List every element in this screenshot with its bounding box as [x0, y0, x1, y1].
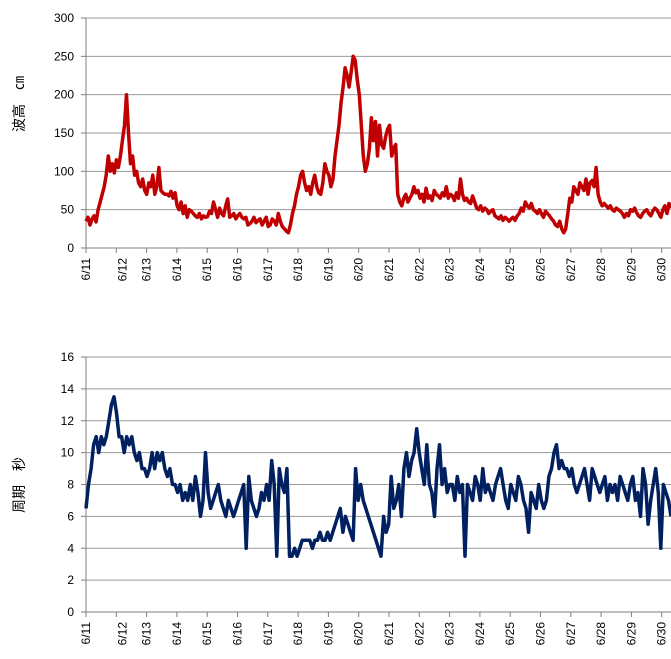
wave-period-y-tick-label-4: 8 [67, 478, 74, 492]
wave-height-y-tick-label-1: 50 [61, 203, 75, 217]
wave-period-x-tick-label-8: 6/19 [321, 622, 335, 646]
wave-height-y-tick-label-5: 250 [54, 49, 74, 63]
wave-period-y-tick-label-3: 6 [67, 509, 74, 523]
wave-height-x-tick-label-7: 6/18 [291, 258, 305, 282]
wave-period-series-line [84, 395, 671, 558]
wave-height-x-tick-label-1: 6/12 [115, 258, 129, 282]
wave-height-x-tick-label-8: 6/19 [321, 258, 335, 282]
wave-height-x-tick-label-5: 6/16 [231, 258, 245, 282]
wave-period-x-tick-label-10: 6/21 [382, 622, 396, 646]
wave-height-x-tick-label-15: 6/26 [534, 258, 548, 282]
wave-height-gridlines [86, 17, 671, 211]
wave-height-x-tick-label-0: 6/11 [79, 258, 93, 281]
wave-period-x-tick-label-3: 6/14 [170, 622, 184, 646]
wave-period-x-tick-label-6: 6/17 [261, 622, 275, 646]
wave-height-y-tick-label-4: 200 [54, 88, 74, 102]
wave-height-x-tick-label-4: 6/15 [200, 258, 214, 282]
wave-period-x-tick-label-13: 6/24 [473, 622, 487, 646]
wave-period-x-tick-label-1: 6/12 [115, 622, 129, 646]
wave-height-x-ticks: 6/11 6/12 6/13 6/14 6/15 6/16 6/17 6/18 6/19 6/20… [79, 248, 669, 281]
wave-period-x-tick-label-14: 6/25 [503, 622, 517, 646]
wave-height-y-ticks: 0 50 100 150 200 250 300 [54, 11, 86, 255]
wave-height-x-tick-label-3: 6/14 [170, 258, 184, 282]
wave-period-y-tick-label-0: 0 [67, 605, 74, 619]
wave-period-x-tick-label-7: 6/18 [291, 622, 305, 646]
wave-height-x-tick-label-13: 6/24 [473, 258, 487, 282]
wave-height-x-tick-label-11: 6/22 [412, 258, 426, 282]
wave-height-series-line [84, 54, 671, 235]
wave-height-y-tick-label-6: 300 [54, 11, 74, 25]
wave-period-x-tick-label-12: 6/23 [443, 622, 457, 646]
wave-period-x-tick-label-19: 6/30 [655, 622, 669, 646]
wave-height-y-axis-label: 波高 ㎝ [11, 76, 28, 132]
wave-period-y-tick-label-1: 2 [67, 573, 74, 587]
wave-period-x-ticks: 6/11 6/12 6/13 6/14 6/15 6/16 6/17 6/18 6/19 6/20… [79, 612, 669, 645]
wave-period-x-tick-label-9: 6/20 [352, 622, 366, 646]
wave-height-y-tick-label-3: 150 [54, 126, 74, 140]
wave-period-y-axis-label: 周期 秒 [12, 457, 28, 513]
wave-period-y-tick-label-8: 16 [61, 350, 75, 364]
wave-period-x-tick-label-15: 6/26 [534, 622, 548, 646]
wave-height-x-tick-label-6: 6/17 [261, 258, 275, 282]
wave-period-x-tick-label-0: 6/11 [79, 622, 93, 645]
wave-height-x-tick-label-19: 6/30 [655, 258, 669, 282]
wave-height-x-tick-label-17: 6/28 [594, 258, 608, 282]
wave-height-y-tick-label-0: 0 [67, 241, 74, 255]
wave-period-x-tick-label-16: 6/27 [564, 622, 578, 646]
wave-period-x-tick-label-5: 6/16 [231, 622, 245, 646]
wave-period-y-tick-label-7: 14 [61, 382, 75, 396]
wave-period-y-tick-label-5: 10 [61, 446, 75, 460]
wave-height-y-tick-label-2: 100 [54, 164, 74, 178]
wave-height-x-tick-label-14: 6/25 [503, 258, 517, 282]
wave-height-x-tick-label-12: 6/23 [443, 258, 457, 282]
wave-period-x-tick-label-17: 6/28 [594, 622, 608, 646]
wave-height-chart: 波高 ㎝ 0 50 100 150 200 250 300 6/11 6/12 6/13 6/14… [11, 11, 671, 281]
wave-height-x-tick-label-18: 6/29 [624, 258, 638, 282]
wave-period-y-tick-label-6: 12 [61, 414, 75, 428]
wave-period-x-tick-label-4: 6/15 [200, 622, 214, 646]
wave-height-x-tick-label-9: 6/20 [352, 258, 366, 282]
wave-period-y-tick-label-2: 4 [67, 541, 74, 555]
wave-period-x-tick-label-18: 6/29 [624, 622, 638, 646]
wave-period-x-tick-label-2: 6/13 [140, 622, 154, 646]
wave-period-y-ticks: 0 2 4 6 8 10 12 14 16 [61, 350, 86, 619]
wave-height-x-tick-label-10: 6/21 [382, 258, 396, 282]
wave-period-x-tick-label-11: 6/22 [412, 622, 426, 646]
wave-height-x-tick-label-2: 6/13 [140, 258, 154, 282]
wave-height-x-tick-label-16: 6/27 [564, 258, 578, 282]
